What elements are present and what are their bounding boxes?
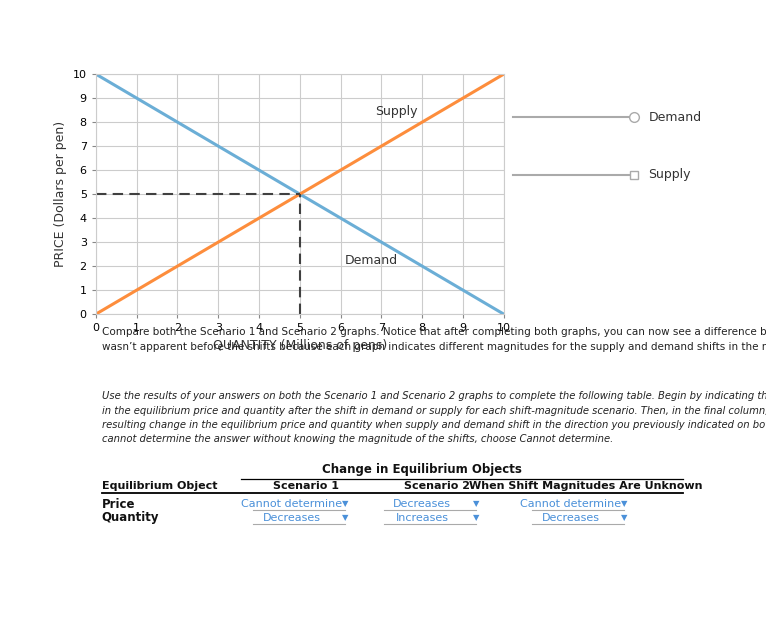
Text: When Shift Magnitudes Are Unknown: When Shift Magnitudes Are Unknown bbox=[469, 481, 702, 491]
Text: Increases: Increases bbox=[396, 513, 449, 523]
Y-axis label: PRICE (Dollars per pen): PRICE (Dollars per pen) bbox=[54, 121, 67, 267]
Text: Compare both the Scenario 1 and Scenario 2 graphs. Notice that after completing : Compare both the Scenario 1 and Scenario… bbox=[102, 327, 766, 352]
Text: Quantity: Quantity bbox=[102, 511, 159, 524]
Text: Use the results of your answers on both the Scenario 1 and Scenario 2 graphs to : Use the results of your answers on both … bbox=[102, 391, 766, 444]
Text: Change in Equilibrium Objects: Change in Equilibrium Objects bbox=[322, 463, 522, 476]
Text: Scenario 2: Scenario 2 bbox=[404, 481, 470, 491]
Text: Scenario 1: Scenario 1 bbox=[273, 481, 339, 491]
Text: Decreases: Decreases bbox=[393, 499, 451, 509]
Text: Cannot determine: Cannot determine bbox=[520, 499, 621, 509]
Text: ▼: ▼ bbox=[473, 513, 480, 522]
X-axis label: QUANTITY (Millions of pens): QUANTITY (Millions of pens) bbox=[213, 339, 387, 352]
Text: Demand: Demand bbox=[345, 254, 398, 267]
Text: ▼: ▼ bbox=[473, 500, 480, 508]
Text: Supply: Supply bbox=[375, 105, 417, 118]
Text: Demand: Demand bbox=[649, 111, 702, 124]
Text: Equilibrium Object: Equilibrium Object bbox=[102, 481, 218, 491]
Text: ▼: ▼ bbox=[621, 513, 627, 522]
Text: Price: Price bbox=[102, 497, 135, 510]
Text: ▼: ▼ bbox=[342, 513, 349, 522]
Text: Cannot determine: Cannot determine bbox=[241, 499, 342, 509]
Text: Supply: Supply bbox=[649, 168, 691, 181]
Text: ▼: ▼ bbox=[342, 500, 349, 508]
Text: Decreases: Decreases bbox=[263, 513, 321, 523]
Text: Decreases: Decreases bbox=[542, 513, 600, 523]
Text: ▼: ▼ bbox=[621, 500, 627, 508]
